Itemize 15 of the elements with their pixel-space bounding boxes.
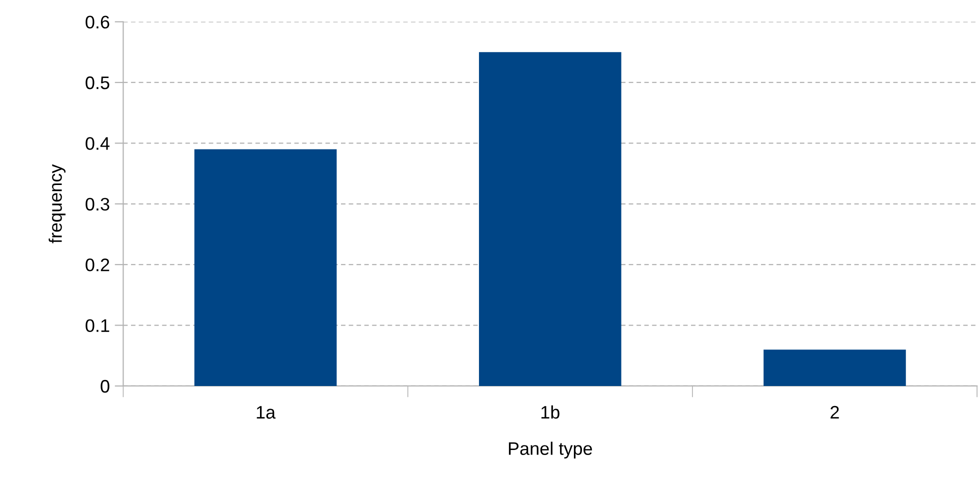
x-tick-label: 1a: [256, 406, 276, 419]
y-tick-label: 0.6: [86, 16, 110, 28]
bar: [478, 52, 622, 386]
y-tick-label: 0: [100, 380, 110, 393]
y-tick-label: 0.5: [86, 76, 110, 90]
y-tick-label: 0.3: [86, 198, 110, 211]
x-tick-label: 1b: [541, 405, 560, 419]
bar: [764, 350, 906, 386]
y-axis-title: frequency: [48, 164, 66, 244]
y-tick-label: 0.1: [86, 319, 110, 332]
y-tick-label: 0.2: [86, 258, 110, 272]
y-tick-label: 0.4: [86, 137, 110, 150]
x-axis-title: Panel type: [508, 442, 592, 459]
x-tick-label: 2: [830, 406, 839, 419]
bar: [194, 149, 337, 386]
